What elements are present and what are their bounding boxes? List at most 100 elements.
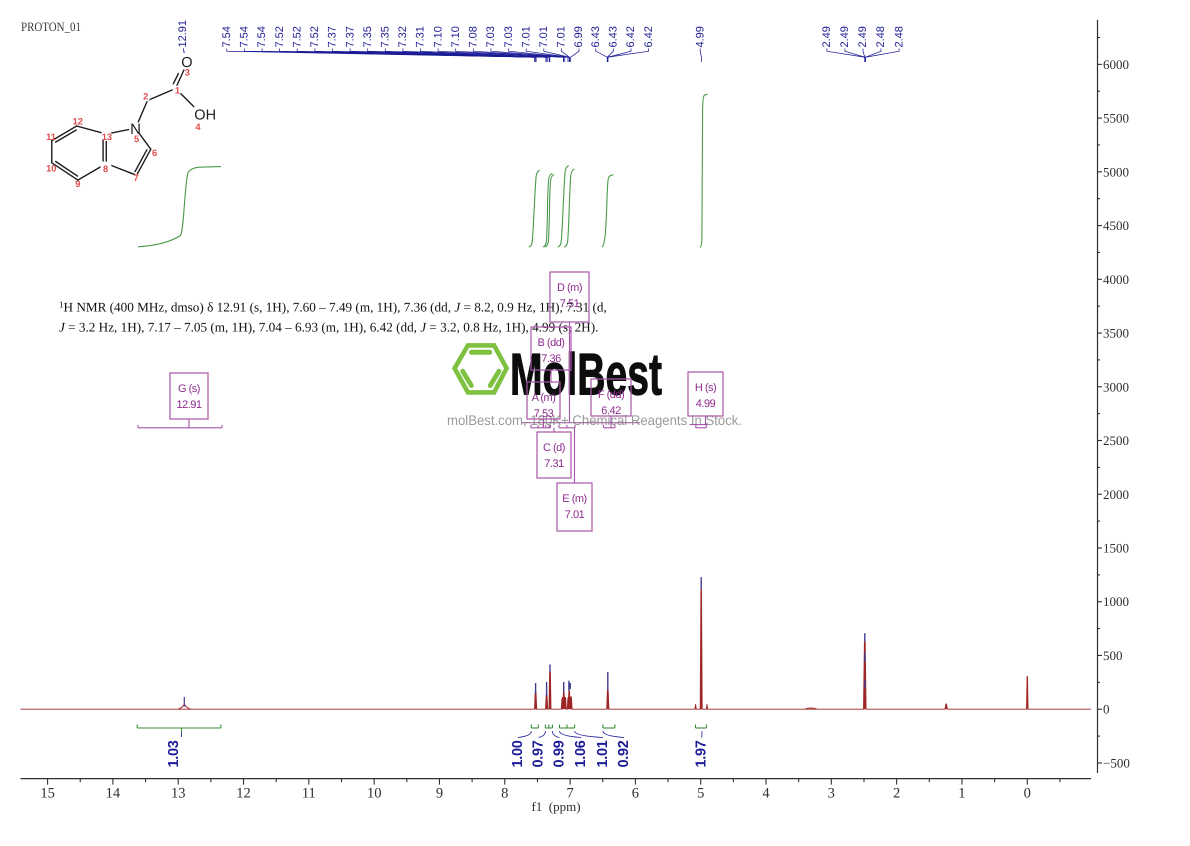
svg-text:7.31: 7.31 — [415, 26, 427, 47]
svg-text:6.42: 6.42 — [625, 26, 637, 47]
svg-text:10: 10 — [367, 786, 382, 802]
svg-text:2: 2 — [143, 91, 148, 101]
svg-text:7: 7 — [134, 173, 139, 183]
svg-text:f1 (ppm): f1 (ppm) — [531, 799, 580, 814]
svg-text:12.91: 12.91 — [176, 399, 201, 411]
svg-text:7.03: 7.03 — [485, 26, 497, 47]
svg-text:7.52: 7.52 — [291, 26, 303, 47]
svg-text:7.36: 7.36 — [541, 353, 561, 365]
svg-text:0.99: 0.99 — [551, 740, 567, 767]
svg-text:5: 5 — [134, 134, 139, 144]
svg-text:7.10: 7.10 — [432, 26, 444, 47]
svg-text:7.01: 7.01 — [565, 509, 585, 521]
svg-text:500: 500 — [1103, 648, 1123, 663]
svg-text:7.54: 7.54 — [239, 26, 251, 47]
svg-text:2000: 2000 — [1103, 487, 1129, 502]
svg-text:8: 8 — [501, 786, 508, 802]
svg-text:12.91: 12.91 — [177, 20, 189, 48]
svg-text:11: 11 — [302, 786, 316, 802]
svg-text:6000: 6000 — [1103, 57, 1129, 72]
svg-text:2.48: 2.48 — [875, 26, 887, 47]
svg-text:11: 11 — [46, 132, 56, 142]
svg-text:0.97: 0.97 — [530, 740, 546, 767]
svg-text:3500: 3500 — [1103, 326, 1129, 341]
svg-text:3: 3 — [828, 786, 835, 802]
svg-text:14: 14 — [106, 786, 121, 802]
svg-text:7.35: 7.35 — [380, 26, 392, 47]
svg-text:2.49: 2.49 — [857, 26, 869, 47]
svg-text:0: 0 — [1103, 702, 1110, 717]
svg-text:6.43: 6.43 — [608, 26, 620, 47]
svg-text:C (d): C (d) — [543, 442, 565, 454]
svg-text:1.06: 1.06 — [573, 740, 589, 767]
svg-text:7.37: 7.37 — [327, 26, 339, 47]
svg-text:−500: −500 — [1103, 755, 1130, 770]
svg-text:1: 1 — [175, 85, 180, 95]
svg-text:J = 3.2 Hz, 1H), 7.17 – 7.05 (: J = 3.2 Hz, 1H), 7.17 – 7.05 (m, 1H), 7.… — [59, 319, 598, 334]
svg-text:7.01: 7.01 — [520, 26, 532, 47]
svg-text:PROTON_01: PROTON_01 — [21, 20, 81, 34]
svg-text:7.52: 7.52 — [274, 26, 286, 47]
svg-text:1.03: 1.03 — [166, 740, 182, 767]
svg-text:2: 2 — [893, 786, 900, 802]
svg-text:1.97: 1.97 — [693, 740, 709, 767]
svg-text:O: O — [181, 55, 192, 71]
svg-text:12: 12 — [73, 116, 83, 126]
svg-text:1.01: 1.01 — [595, 740, 611, 767]
svg-text:7.31: 7.31 — [544, 458, 564, 470]
svg-text:7.51: 7.51 — [560, 298, 580, 310]
svg-text:4: 4 — [195, 122, 201, 132]
svg-text:6.43: 6.43 — [590, 26, 602, 47]
svg-text:D (m): D (m) — [557, 282, 582, 294]
svg-text:7.01: 7.01 — [538, 26, 550, 47]
svg-text:7.37: 7.37 — [344, 26, 356, 47]
svg-text:4000: 4000 — [1103, 272, 1129, 287]
svg-text:8: 8 — [103, 164, 108, 174]
svg-text:1.00: 1.00 — [510, 740, 526, 767]
svg-text:N: N — [130, 121, 141, 138]
svg-text:A (m): A (m) — [532, 392, 556, 404]
svg-text:4: 4 — [762, 786, 770, 802]
svg-text:7.10: 7.10 — [450, 26, 462, 47]
svg-text:7.54: 7.54 — [256, 26, 268, 47]
svg-text:0.92: 0.92 — [616, 740, 632, 767]
svg-text:7.08: 7.08 — [468, 26, 480, 47]
svg-text:0: 0 — [1024, 786, 1031, 802]
svg-text:9: 9 — [436, 786, 443, 802]
svg-text:13: 13 — [171, 786, 186, 802]
svg-text:2.49: 2.49 — [821, 26, 833, 47]
svg-text:6.42: 6.42 — [601, 405, 621, 417]
svg-text:9: 9 — [75, 179, 80, 189]
svg-text:7.03: 7.03 — [503, 26, 515, 47]
svg-text:6: 6 — [152, 148, 157, 158]
svg-text:1H NMR (400 MHz, dmso) δ 12.91: 1H NMR (400 MHz, dmso) δ 12.91 (s, 1H), … — [59, 300, 607, 315]
svg-text:F (dd): F (dd) — [598, 389, 624, 401]
svg-text:H (s): H (s) — [695, 382, 716, 394]
svg-text:7.52: 7.52 — [309, 26, 321, 47]
svg-text:7: 7 — [566, 786, 573, 802]
svg-text:3: 3 — [185, 68, 190, 78]
svg-text:7.54: 7.54 — [221, 26, 233, 47]
svg-text:5: 5 — [697, 786, 704, 802]
svg-text:1000: 1000 — [1103, 594, 1129, 609]
svg-text:G (s): G (s) — [178, 383, 200, 395]
svg-text:5000: 5000 — [1103, 164, 1129, 179]
svg-text:molBest.com, 180K+ Chemical Re: molBest.com, 180K+ Chemical Reagents In … — [447, 412, 742, 428]
svg-text:1500: 1500 — [1103, 541, 1129, 556]
svg-text:E (m): E (m) — [562, 493, 586, 505]
svg-text:7.32: 7.32 — [397, 26, 409, 47]
svg-text:B (dd): B (dd) — [538, 337, 565, 349]
svg-text:4500: 4500 — [1103, 218, 1129, 233]
svg-text:7.01: 7.01 — [556, 26, 568, 47]
svg-text:6: 6 — [632, 786, 639, 802]
svg-text:4.99: 4.99 — [694, 26, 706, 47]
svg-text:6.42: 6.42 — [643, 26, 655, 47]
svg-text:1: 1 — [958, 786, 965, 802]
svg-text:6.99: 6.99 — [573, 26, 585, 47]
svg-text:2500: 2500 — [1103, 433, 1129, 448]
svg-text:OH: OH — [194, 107, 216, 123]
svg-text:5500: 5500 — [1103, 111, 1129, 126]
svg-text:12: 12 — [236, 786, 251, 802]
svg-text:4.99: 4.99 — [696, 398, 716, 410]
svg-text:MolBest: MolBest — [510, 342, 662, 408]
